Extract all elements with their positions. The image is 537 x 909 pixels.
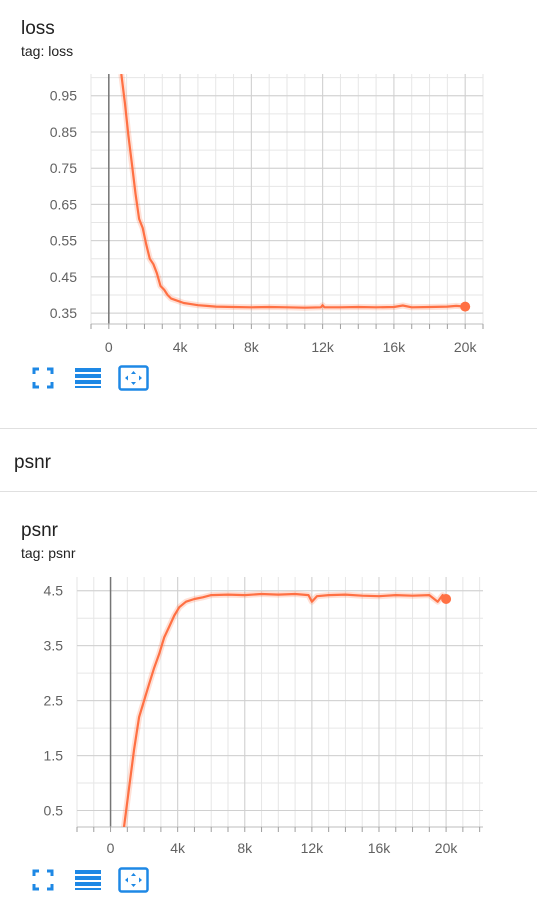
series-line: [120, 74, 466, 309]
y-tick-label: 3.5: [44, 638, 64, 654]
fit-domain-button[interactable]: [118, 365, 149, 391]
chart-toolbar: [32, 867, 162, 893]
card-tag: tag: psnr: [21, 545, 76, 561]
fit-domain-icon: [118, 867, 149, 893]
y-tick-label: 0.65: [50, 196, 77, 212]
card-title: psnr: [21, 520, 58, 541]
data-selection-button[interactable]: [75, 365, 105, 391]
data-selection-button[interactable]: [75, 867, 105, 893]
x-tick-label: 4k: [173, 339, 189, 355]
y-tick-label: 0.5: [44, 803, 64, 819]
x-tick-label: 16k: [368, 840, 392, 856]
chart-toolbar: [32, 365, 162, 391]
fit-domain-icon: [118, 365, 149, 391]
data-selection-icon: [75, 870, 101, 890]
x-tick-label: 12k: [311, 339, 335, 355]
y-tick-label: 1.5: [44, 748, 64, 764]
series-line: [122, 592, 447, 827]
x-tick-label: 0: [105, 339, 113, 355]
x-tick-label: 4k: [170, 840, 186, 856]
y-tick-label: 0.95: [50, 88, 77, 104]
y-tick-label: 0.45: [50, 269, 77, 285]
y-tick-label: 0.85: [50, 124, 77, 140]
x-tick-label: 8k: [244, 339, 260, 355]
fullscreen-icon: [32, 367, 54, 389]
x-tick-label: 8k: [237, 840, 253, 856]
x-tick-label: 0: [107, 840, 115, 856]
y-tick-label: 0.35: [50, 305, 77, 321]
grid: [76, 577, 483, 827]
series-raw-line: [121, 591, 449, 827]
section-divider: [0, 428, 537, 429]
fullscreen-button[interactable]: [32, 365, 62, 391]
card-title: loss: [21, 18, 55, 39]
y-tick-label: 2.5: [44, 693, 64, 709]
section-divider: [0, 491, 537, 492]
section-title: psnr: [14, 452, 51, 473]
x-tick-label: 20k: [435, 840, 459, 856]
y-tick-label: 0.75: [50, 160, 77, 176]
y-tick-label: 4.5: [44, 583, 64, 599]
x-tick-label: 16k: [383, 339, 407, 355]
data-selection-icon: [75, 368, 101, 388]
x-tick-label: 20k: [454, 339, 478, 355]
fit-domain-button[interactable]: [118, 867, 149, 893]
card-tag: tag: loss: [21, 43, 74, 59]
fullscreen-icon: [32, 869, 54, 891]
x-tick-label: 12k: [301, 840, 325, 856]
fullscreen-button[interactable]: [32, 867, 62, 893]
series-end-marker: [441, 593, 452, 604]
y-tick-label: 0.55: [50, 233, 77, 249]
series-end-marker: [460, 301, 471, 312]
